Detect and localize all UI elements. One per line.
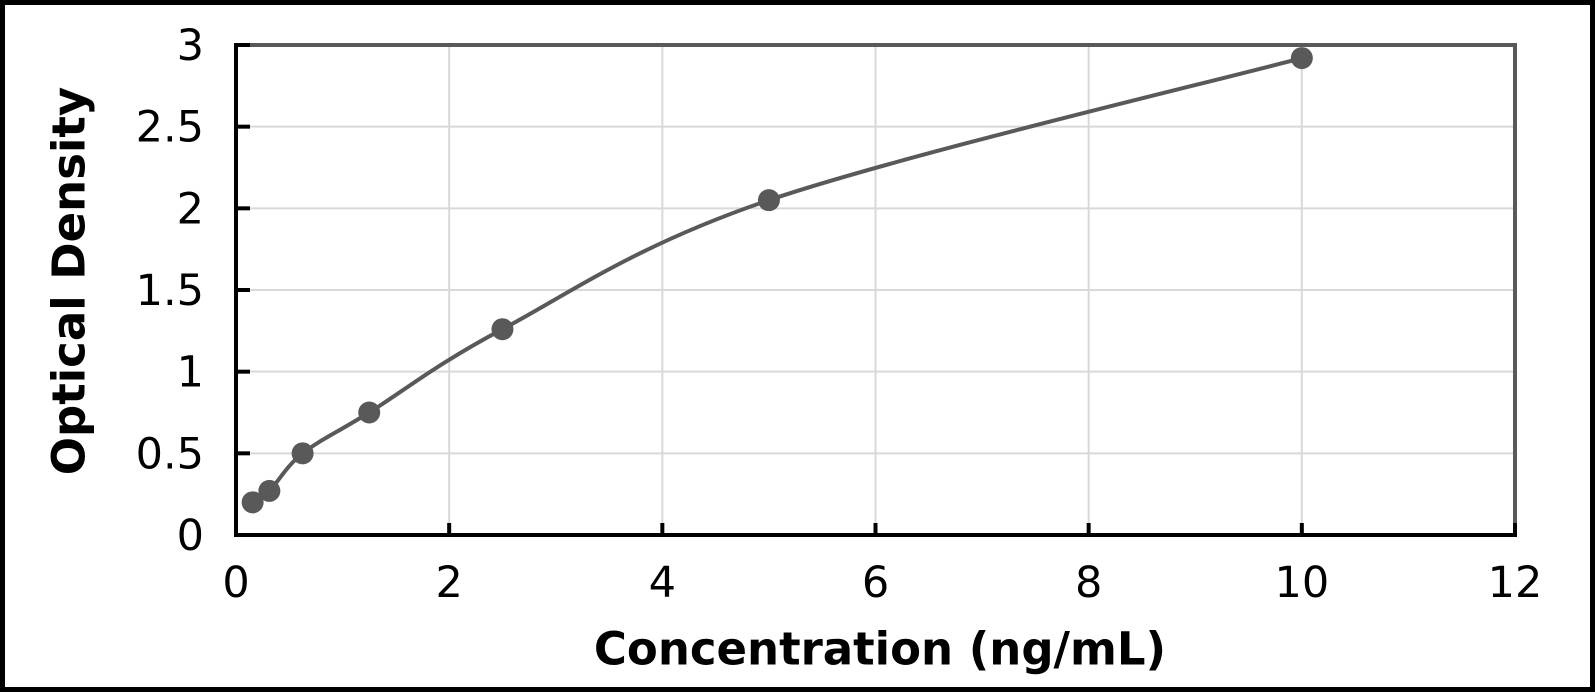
y-tick-label: 2.5 xyxy=(136,103,204,153)
x-axis-title: Concentration (ng/mL) xyxy=(593,622,1167,676)
y-tick-label: 2 xyxy=(177,184,204,234)
x-tick-label: 10 xyxy=(1274,558,1329,608)
x-tick-label: 4 xyxy=(649,558,676,608)
y-tick-label: 0.5 xyxy=(136,429,204,479)
x-tick-label: 2 xyxy=(435,558,462,608)
data-point-marker xyxy=(258,479,281,502)
y-tick-label: 1.5 xyxy=(136,266,204,316)
data-point-marker xyxy=(358,401,381,424)
x-tick-label: 0 xyxy=(222,558,249,608)
data-point-marker xyxy=(1290,47,1313,70)
data-point-marker xyxy=(757,189,780,212)
y-axis-title: Optical Density xyxy=(42,86,96,476)
data-point-marker xyxy=(241,491,264,514)
x-tick-label: 8 xyxy=(1075,558,1102,608)
y-tick-label: 0 xyxy=(177,511,204,561)
x-tick-label: 6 xyxy=(862,558,889,608)
y-tick-label: 1 xyxy=(177,348,204,398)
standard-curve-plot: 0 2 4 6 8 10 12 0 0.5 1 1.5 2 2.5 3 xyxy=(136,21,1543,608)
x-tick-label: 12 xyxy=(1488,558,1543,608)
data-point-marker xyxy=(491,318,514,341)
data-point-marker xyxy=(291,442,314,465)
standard-curve-line xyxy=(251,56,1303,505)
y-tick-label: 3 xyxy=(177,21,204,71)
